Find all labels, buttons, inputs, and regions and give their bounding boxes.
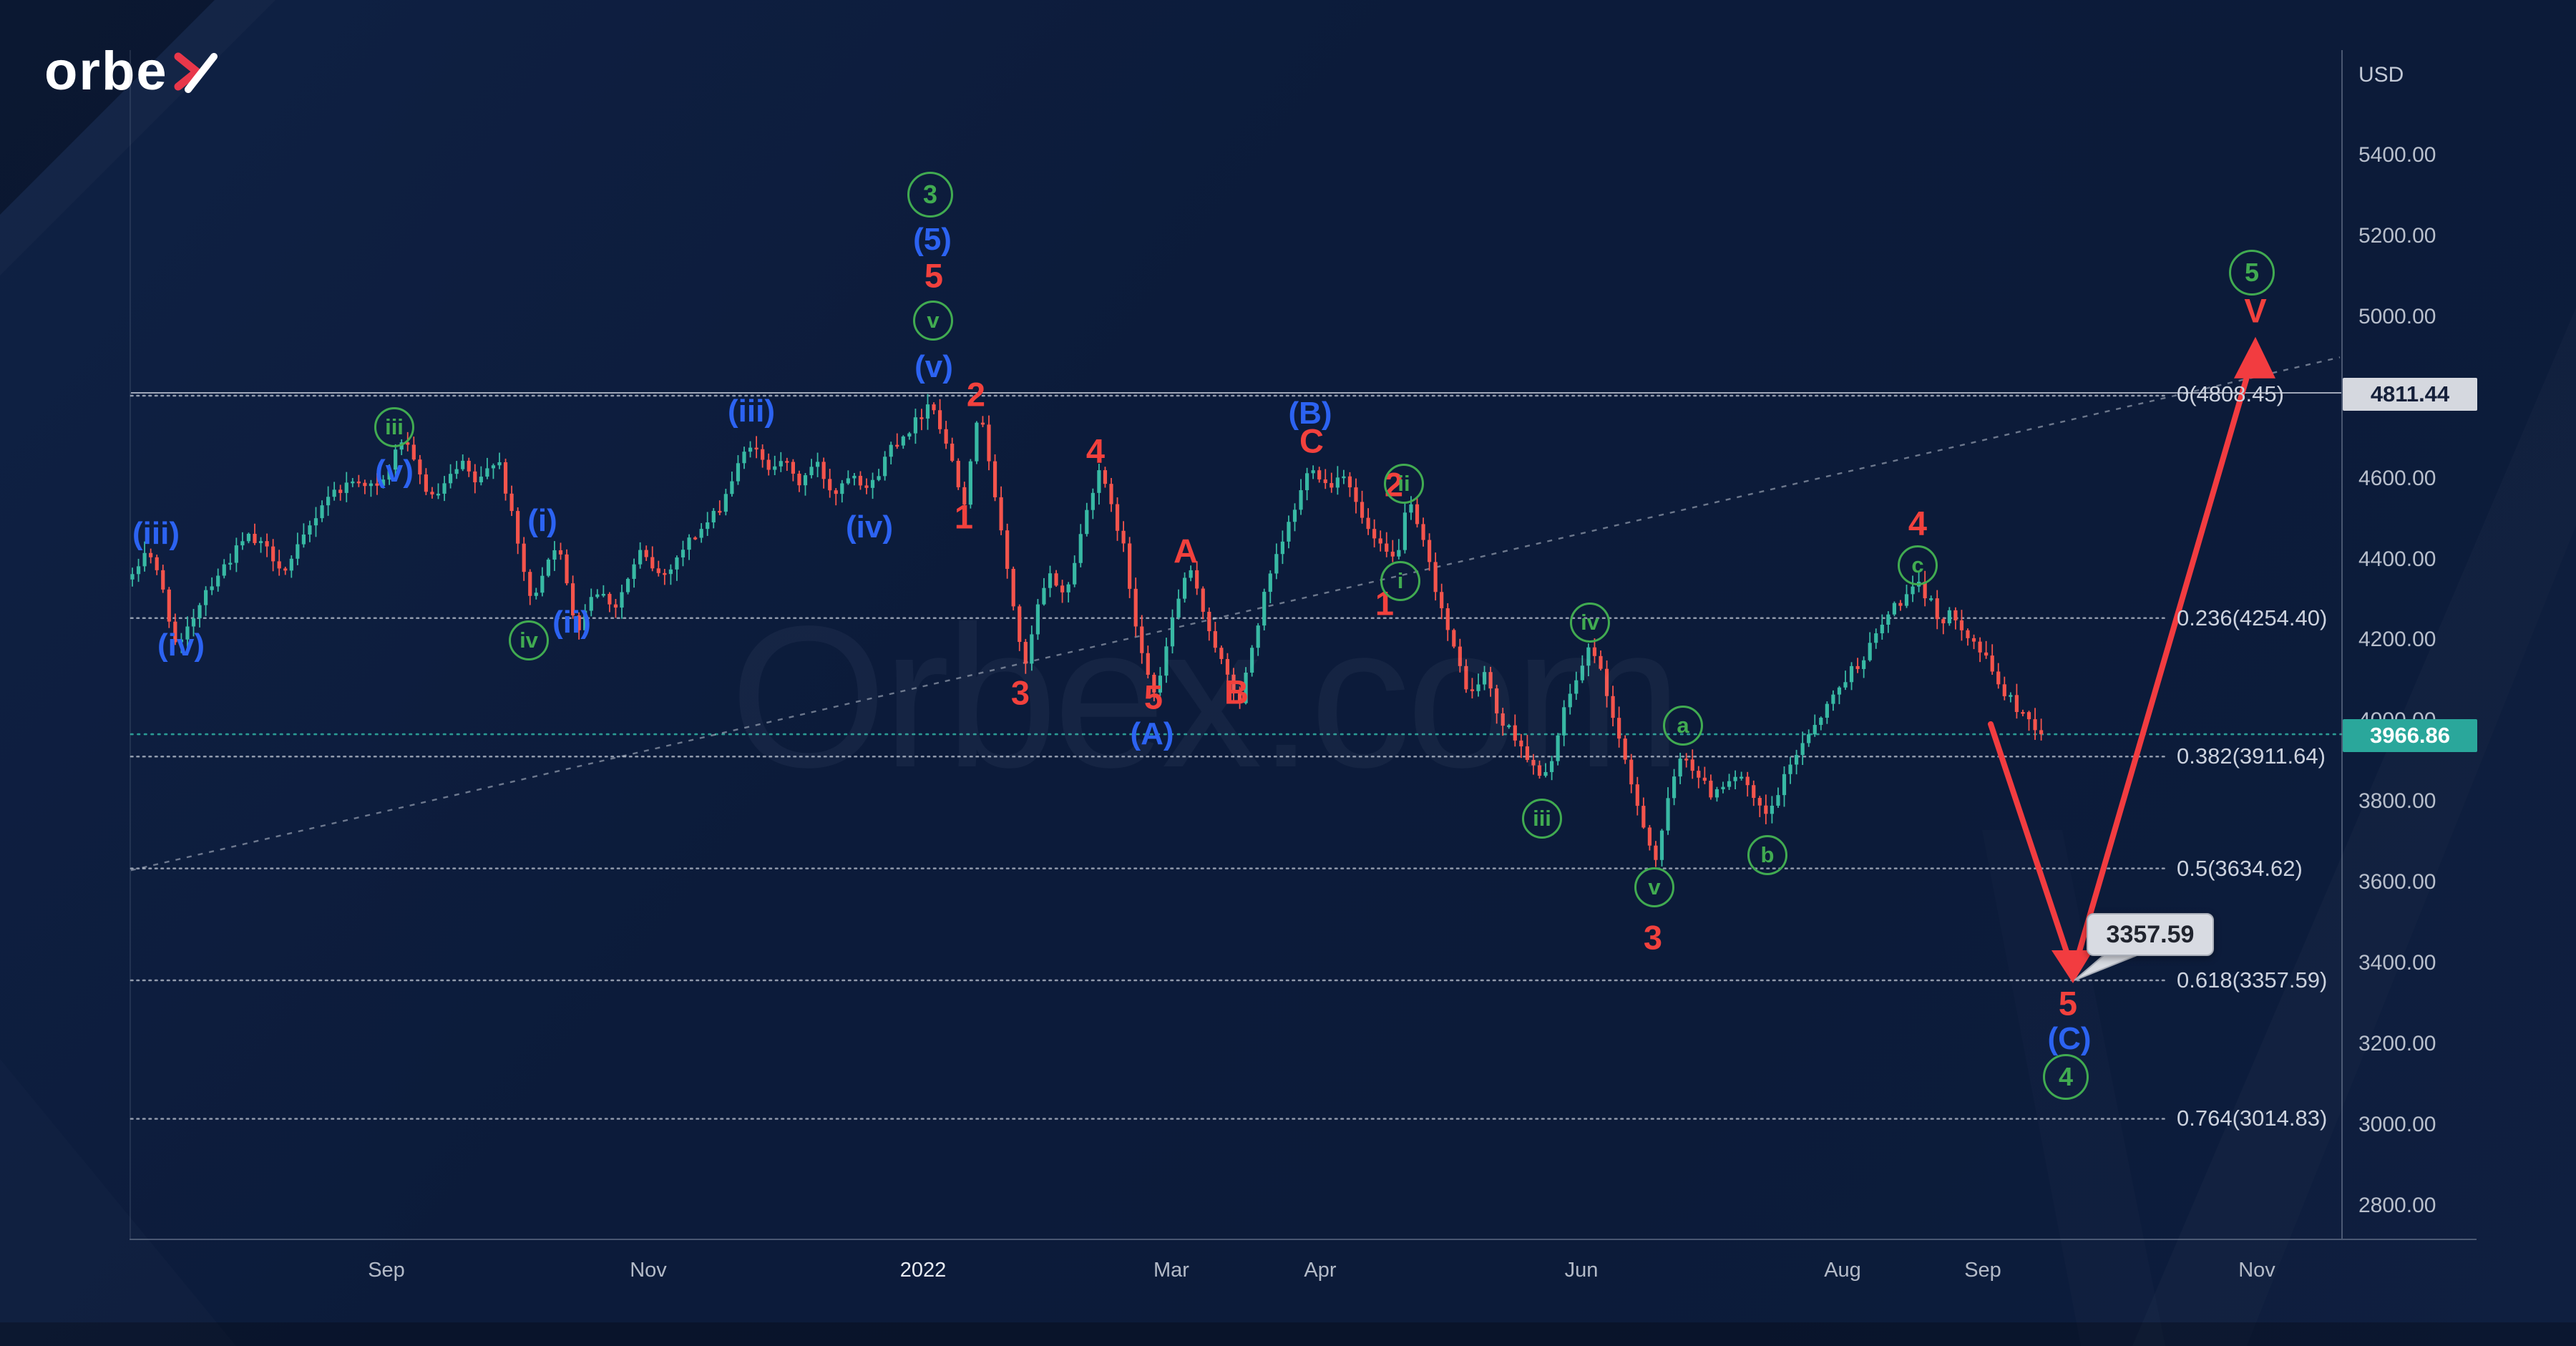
price-axis-line xyxy=(2341,50,2343,1239)
wave-label-red: 2 xyxy=(966,375,986,414)
wave-label-red: 4 xyxy=(1908,504,1928,542)
time-tick: Jun xyxy=(1564,1259,1599,1282)
fib-level-label: 0.764(3014.83) xyxy=(2177,1106,2328,1131)
wave-label-green-circled: iv xyxy=(509,620,549,660)
wave-label-blue: (i) xyxy=(527,503,557,538)
fib-level-label: 0.618(3357.59) xyxy=(2177,967,2328,993)
time-tick: Aug xyxy=(1824,1259,1861,1282)
price-tick: 3000.00 xyxy=(2358,1112,2436,1136)
fib-level-label: 0.236(4254.40) xyxy=(2177,605,2328,630)
wave-label-green-circled: v xyxy=(1634,867,1674,907)
price-tick: 3600.00 xyxy=(2358,870,2436,894)
wave-label-green-circled: 4 xyxy=(2043,1054,2089,1100)
wave-label-blue: (iv) xyxy=(846,509,893,545)
wave-label-green-circled: b xyxy=(1747,835,1787,875)
price-tick: 5000.00 xyxy=(2358,304,2436,328)
time-tick: Sep xyxy=(368,1259,405,1282)
pane-left-line xyxy=(130,50,131,1239)
wave-label-green-circled: i xyxy=(1380,561,1420,601)
price-axis-currency: USD xyxy=(2358,63,2404,87)
wave-label-blue: (v) xyxy=(914,349,953,384)
wave-label-blue: (B) xyxy=(1288,396,1332,431)
time-tick: Mar xyxy=(1153,1259,1189,1282)
time-tick: 2022 xyxy=(899,1259,947,1282)
price-tick: 3400.00 xyxy=(2358,951,2436,975)
wave-label-blue: (iv) xyxy=(157,628,205,663)
price-tick: 4600.00 xyxy=(2358,466,2436,490)
price-tick: 3200.00 xyxy=(2358,1031,2436,1055)
fib-level-label: 0(4808.45) xyxy=(2177,381,2284,406)
wave-label-green-circled: iii xyxy=(1522,799,1562,839)
candles xyxy=(130,394,2044,867)
wave-label-green-circled: c xyxy=(1898,545,1938,585)
projection-arrows xyxy=(1988,336,2275,984)
time-tick: Nov xyxy=(630,1259,667,1282)
wave-label-red: B xyxy=(1224,673,1249,711)
wave-label-red: V xyxy=(2244,291,2267,330)
wave-label-blue: (iii) xyxy=(132,516,180,551)
price-tick: 4200.00 xyxy=(2358,628,2436,652)
fib-level-label: 0.382(3911.64) xyxy=(2177,743,2326,769)
wave-label-green-circled: v xyxy=(913,301,953,341)
wave-label-blue: (v) xyxy=(375,454,414,489)
wave-label-red: 3 xyxy=(1010,673,1030,712)
brand-logo-x-icon xyxy=(174,52,218,93)
wave-label-red: C xyxy=(1299,421,1324,460)
wave-label-blue: (C) xyxy=(2047,1021,2092,1056)
price-tick: 2800.00 xyxy=(2358,1193,2436,1217)
trendline xyxy=(130,356,2341,872)
fib-lines xyxy=(130,392,2343,1120)
wave-label-red: 5 xyxy=(924,256,944,295)
wave-label-red: 3 xyxy=(1643,918,1663,957)
time-tick: Sep xyxy=(1964,1259,2001,1282)
wave-label-green-circled: a xyxy=(1663,706,1703,746)
price-tick: 5200.00 xyxy=(2358,223,2436,248)
price-tooltip: 3357.59 xyxy=(2087,913,2214,956)
wave-label-red: A xyxy=(1174,532,1198,570)
wave-label-blue: (iii) xyxy=(728,394,775,429)
wave-label-blue: (5) xyxy=(913,222,952,257)
brand-logo: orbe xyxy=(44,44,220,99)
wave-label-red: 5 xyxy=(2058,984,2078,1023)
brand-logo-text: orbe xyxy=(44,41,168,102)
wave-label-green-circled: iii xyxy=(374,407,414,447)
price-tick: 3800.00 xyxy=(2358,789,2436,814)
fib-level-label: 0.5(3634.62) xyxy=(2177,855,2303,881)
wave-label-blue: (A) xyxy=(1130,716,1174,751)
wave-label-red: 5 xyxy=(1143,678,1163,716)
time-tick: Nov xyxy=(2238,1259,2275,1282)
wave-label-blue: (ii) xyxy=(552,605,591,640)
time-tick: Apr xyxy=(1304,1259,1337,1282)
watermark: Orbex.com xyxy=(730,584,1682,809)
wave-label-green-circled: iv xyxy=(1570,603,1610,643)
wave-label-green-circled: ii xyxy=(1384,464,1424,504)
current-price-axis-badge: 3966.86 xyxy=(2343,719,2477,752)
wave-label-red: 4 xyxy=(1085,431,1106,470)
wave-label-green-circled: 5 xyxy=(2229,250,2275,296)
high-price-axis-badge: 4811.44 xyxy=(2343,378,2477,411)
wave-label-red: 1 xyxy=(954,497,974,536)
price-tick: 4400.00 xyxy=(2358,547,2436,571)
time-axis-line xyxy=(130,1239,2477,1240)
wave-label-green-circled: 3 xyxy=(907,172,953,218)
price-tick: 5400.00 xyxy=(2358,143,2436,167)
